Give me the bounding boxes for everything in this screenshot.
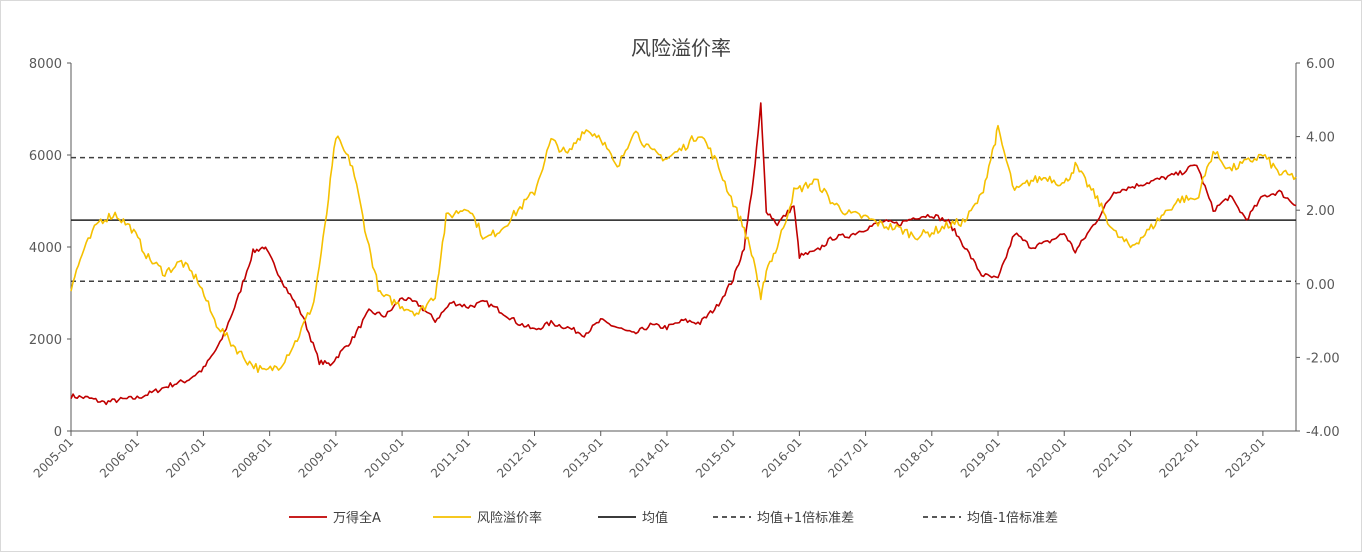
right-tick-label: -4.00 bbox=[1306, 425, 1340, 440]
x-tick-label: 2021-01 bbox=[1090, 435, 1135, 480]
right-tick-label: 6.00 bbox=[1306, 57, 1335, 72]
x-tick-label: 2008-01 bbox=[229, 435, 274, 480]
x-tick-label: 2019-01 bbox=[958, 435, 1003, 480]
axes: 0 2000 4000 6000 8000 -4.00 -2.00 0.00 2.00 4.00 6… bbox=[29, 57, 1340, 481]
left-tick-label: 8000 bbox=[29, 57, 62, 72]
x-tick-label: 2014-01 bbox=[627, 435, 672, 480]
x-tick-label: 2016-01 bbox=[759, 435, 804, 480]
legend-label-4: 均值-1倍标准差 bbox=[967, 510, 1058, 526]
left-tick-label: 6000 bbox=[29, 149, 62, 164]
x-tick-label: 2005-01 bbox=[31, 435, 76, 480]
x-tick-label: 2022-01 bbox=[1156, 435, 1201, 480]
right-tick-label: 4.00 bbox=[1306, 131, 1335, 146]
x-tick-label: 2006-01 bbox=[97, 435, 142, 480]
right-tick-label: 0.00 bbox=[1306, 278, 1335, 293]
x-tick-label: 2007-01 bbox=[163, 435, 208, 480]
left-tick-label: 0 bbox=[54, 425, 62, 440]
series-line-1 bbox=[70, 124, 1297, 373]
x-tick-label: 2009-01 bbox=[296, 435, 341, 480]
x-tick-label: 2020-01 bbox=[1024, 435, 1069, 480]
chart-title: 风险溢价率 bbox=[631, 36, 731, 60]
x-tick-label: 2012-01 bbox=[494, 435, 539, 480]
left-tick-label: 4000 bbox=[29, 241, 62, 256]
series-line-0 bbox=[70, 102, 1297, 406]
left-tick-label: 2000 bbox=[29, 333, 62, 348]
legend: 万得全A 风险溢价率 均值 均值+1倍标准差 均值-1倍标准差 bbox=[289, 510, 1058, 526]
x-tick-label: 2023-01 bbox=[1223, 435, 1268, 480]
right-tick-label: 2.00 bbox=[1306, 204, 1335, 219]
series-lines bbox=[70, 102, 1297, 406]
legend-label-3: 均值+1倍标准差 bbox=[757, 510, 854, 526]
legend-label-2: 均值 bbox=[642, 510, 668, 526]
reference-lines bbox=[71, 156, 1296, 282]
x-tick-label: 2010-01 bbox=[362, 435, 407, 480]
right-tick-label: -2.00 bbox=[1306, 351, 1340, 366]
x-tick-label: 2015-01 bbox=[693, 435, 738, 480]
x-tick-label: 2011-01 bbox=[428, 435, 473, 480]
x-tick-label: 2017-01 bbox=[825, 435, 870, 480]
legend-label-1: 风险溢价率 bbox=[477, 510, 542, 526]
x-tick-label: 2013-01 bbox=[560, 435, 605, 480]
x-tick-label: 2018-01 bbox=[892, 435, 937, 480]
legend-label-0: 万得全A bbox=[333, 510, 381, 526]
